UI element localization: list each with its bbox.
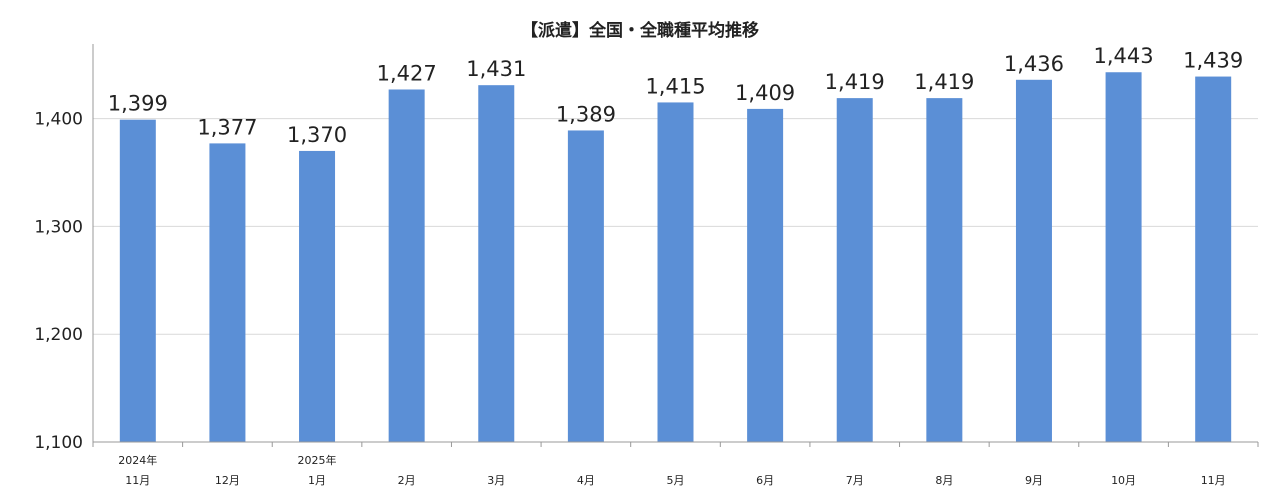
bar: [299, 150, 336, 442]
data-label: 1,439: [1183, 49, 1243, 73]
chart-title: 【派遣】全国・全職種平均推移: [521, 21, 759, 41]
data-labels: 1,399 1,377 1,370 1,427 1,431 1,389 1,415 1,409…: [108, 44, 1244, 147]
y-tick-label: 1,200: [34, 325, 83, 345]
y-tick-label: 1,400: [34, 110, 83, 130]
bar: [567, 130, 604, 442]
y-tick-label: 1,100: [34, 433, 83, 453]
data-label: 1,415: [645, 74, 705, 98]
bars: [119, 72, 1232, 443]
x-tick-month-label: 5月: [667, 474, 685, 487]
bar: [747, 108, 784, 442]
x-tick-month-label: 4月: [577, 474, 595, 487]
data-label: 1,443: [1094, 44, 1154, 68]
data-label: 1,436: [1004, 52, 1064, 76]
data-label: 1,431: [466, 57, 526, 81]
bar: [478, 85, 515, 442]
x-tick-year-label: 2025年: [298, 453, 337, 467]
bar: [836, 98, 873, 443]
bar: [388, 89, 425, 442]
x-tick-month-label: 7月: [846, 474, 864, 487]
data-label: 1,377: [197, 115, 257, 139]
bar: [119, 119, 156, 442]
bar: [1105, 72, 1142, 442]
x-tick-month-label: 8月: [935, 474, 953, 487]
bar: [926, 98, 963, 443]
bar: [657, 102, 694, 443]
x-tick-month-label: 9月: [1025, 474, 1043, 487]
x-tick-month-label: 10月: [1111, 474, 1136, 487]
data-label: 1,427: [377, 61, 437, 85]
bar: [209, 143, 246, 443]
data-label: 1,419: [914, 70, 974, 94]
axes: [92, 44, 1259, 447]
x-tick-year-label: 2024年: [118, 453, 157, 467]
data-label: 1,399: [108, 92, 168, 116]
tick-labels: 1,100 1,200 1,300 1,400 2024年 11月 12月 2025年 1月 2月…: [34, 110, 1225, 487]
data-label: 1,389: [556, 102, 616, 126]
x-tick-month-label: 6月: [756, 474, 774, 487]
bar: [1015, 79, 1052, 443]
x-tick-month-label: 1月: [308, 474, 326, 487]
data-label: 1,370: [287, 123, 347, 147]
x-tick-month-label: 11月: [125, 474, 150, 487]
data-label: 1,409: [735, 81, 795, 105]
x-tick-month-label: 2月: [398, 474, 416, 487]
x-tick-month-label: 11月: [1201, 474, 1226, 487]
y-tick-label: 1,300: [34, 217, 83, 237]
x-tick-month-label: 3月: [487, 474, 505, 487]
data-label: 1,419: [825, 70, 885, 94]
bar: [1195, 76, 1232, 443]
x-tick-month-label: 12月: [215, 474, 240, 487]
